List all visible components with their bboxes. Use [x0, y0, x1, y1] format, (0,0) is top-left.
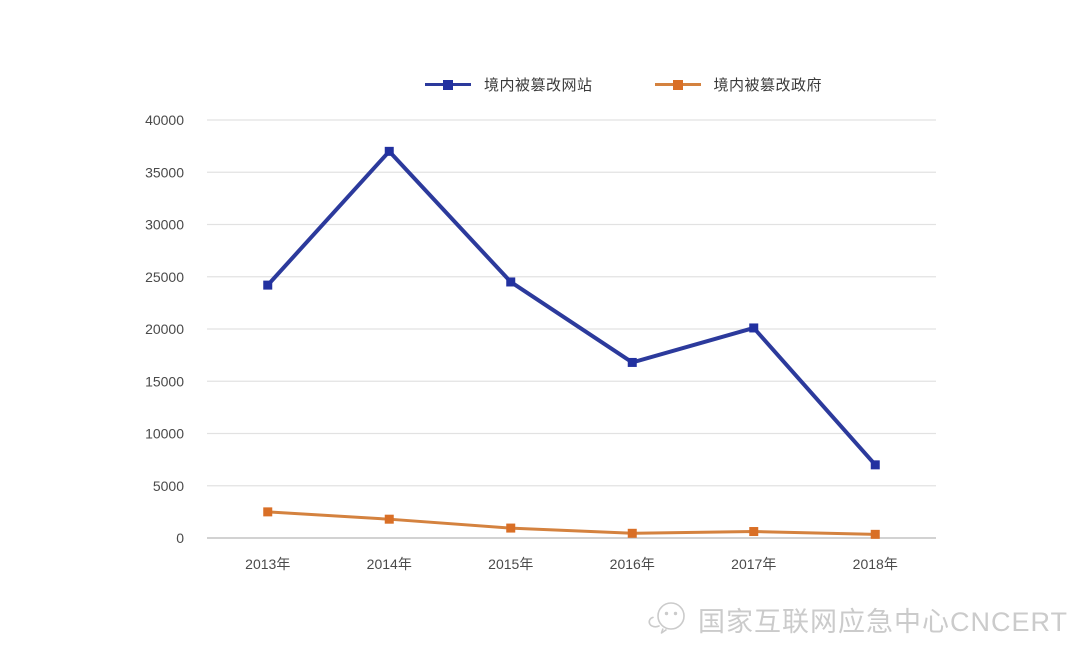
legend-item-government: 境内被篡改政府 [654, 74, 823, 95]
x-tick-label: 2014年 [367, 556, 412, 572]
legend-label-websites: 境内被篡改网站 [484, 77, 593, 94]
y-tick-label: 5000 [153, 478, 184, 494]
x-tick-label: 2013年 [245, 556, 290, 572]
y-tick-label: 25000 [145, 269, 184, 285]
data-point-marker [263, 280, 273, 290]
series-line-websites [265, 149, 878, 467]
data-point-marker [870, 529, 880, 539]
y-tick-label: 20000 [145, 321, 184, 337]
y-tick-label: 40000 [145, 112, 184, 128]
data-point-marker [627, 528, 637, 538]
data-point-marker [263, 507, 273, 517]
wechat-official-account-icon [648, 602, 685, 634]
data-point-marker [384, 514, 394, 524]
legend-item-websites: 境内被篡改网站 [425, 74, 593, 95]
y-tick-label: 15000 [145, 373, 184, 389]
data-point-marker [627, 357, 637, 367]
y-tick-label: 0 [176, 530, 184, 546]
x-tick-label: 2017年 [731, 556, 776, 572]
data-point-marker [749, 323, 759, 333]
x-tick-label: 2018年 [853, 556, 898, 572]
x-tick-label: 2015年 [488, 556, 533, 572]
data-point-marker [506, 523, 516, 533]
legend-square-marker-icon [672, 79, 683, 90]
legend-label-government: 境内被篡改政府 [713, 77, 823, 94]
series-line-government [266, 510, 877, 536]
data-point-marker [749, 527, 759, 537]
data-point-marker [870, 460, 880, 470]
y-tick-label: 35000 [145, 164, 184, 180]
data-point-marker [384, 146, 394, 156]
y-tick-label: 30000 [145, 217, 184, 233]
y-tick-label: 10000 [145, 426, 184, 442]
watermark-text: 国家互联网应急中心CNCERT [698, 606, 1069, 637]
legend: 境内被篡改网站 境内被篡改政府 [425, 74, 822, 95]
data-point-marker [506, 277, 516, 287]
legend-swatch-government [654, 79, 701, 90]
legend-square-marker-icon [443, 79, 453, 90]
x-tick-label: 2016年 [610, 556, 655, 572]
legend-swatch-websites [425, 79, 471, 90]
watermark: 国家互联网应急中心CNCERT [645, 599, 1068, 639]
